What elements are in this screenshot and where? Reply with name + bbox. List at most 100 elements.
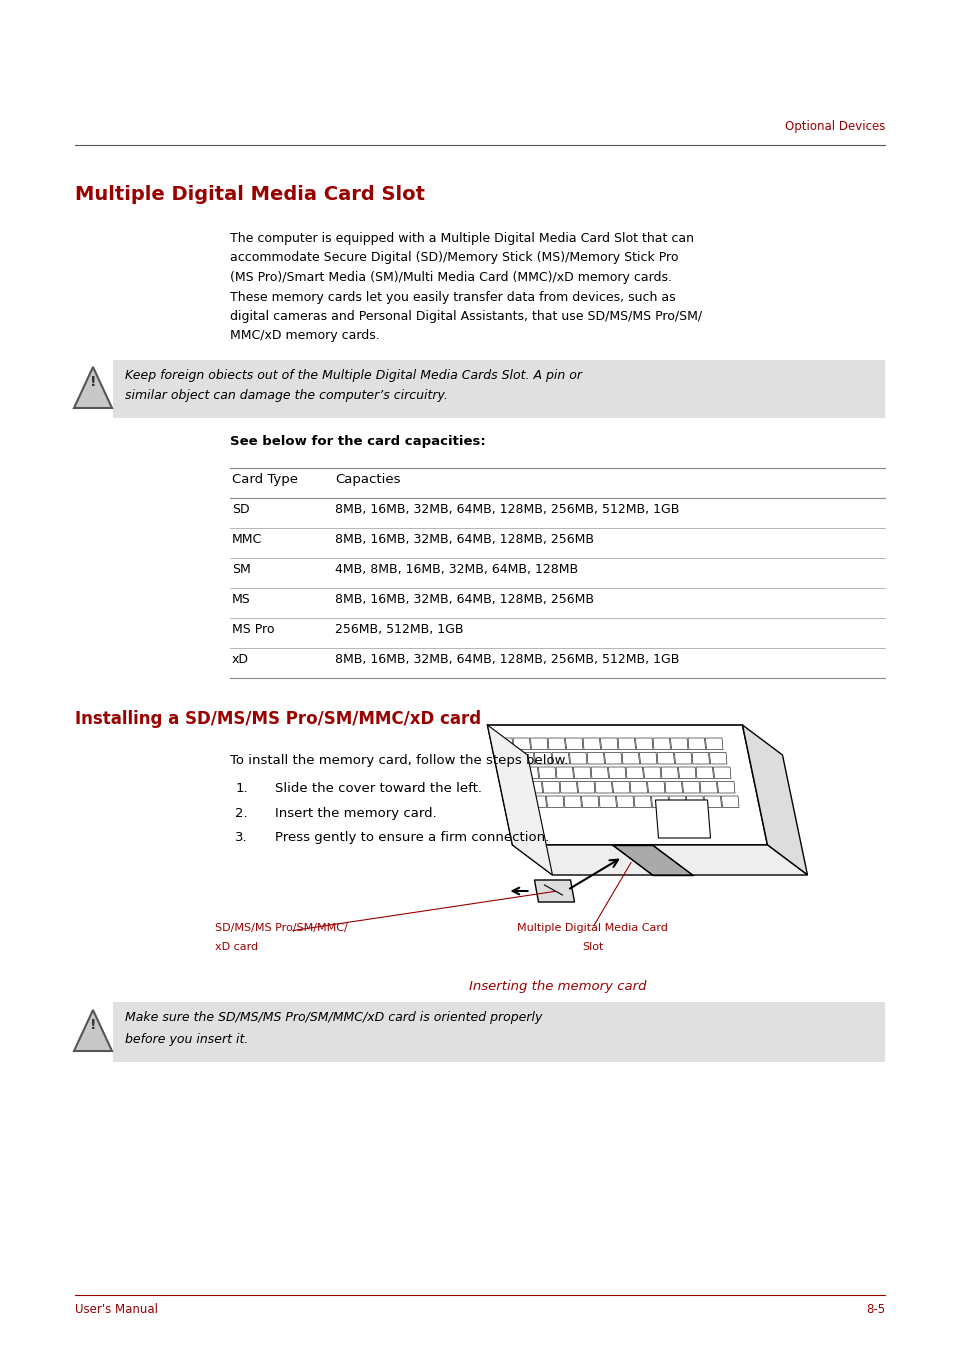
Text: 8MB, 16MB, 32MB, 64MB, 128MB, 256MB, 512MB, 1GB: 8MB, 16MB, 32MB, 64MB, 128MB, 256MB, 512… — [335, 504, 679, 516]
Polygon shape — [634, 796, 651, 807]
Polygon shape — [556, 767, 573, 779]
Polygon shape — [629, 782, 647, 792]
Polygon shape — [524, 782, 542, 792]
Polygon shape — [565, 738, 582, 749]
Polygon shape — [678, 767, 696, 779]
Text: !: ! — [90, 1018, 96, 1031]
Polygon shape — [612, 782, 629, 792]
Polygon shape — [687, 738, 705, 749]
Text: Card Type: Card Type — [232, 472, 297, 486]
Polygon shape — [655, 801, 710, 838]
Polygon shape — [660, 767, 678, 779]
Polygon shape — [681, 782, 700, 792]
Text: Slide the cover toward the left.: Slide the cover toward the left. — [274, 782, 481, 795]
Text: 1.: 1. — [235, 782, 248, 795]
FancyBboxPatch shape — [112, 1002, 884, 1062]
Text: Installing a SD/MS/MS Pro/SM/MMC/xD card: Installing a SD/MS/MS Pro/SM/MMC/xD card — [75, 710, 480, 728]
Text: MS: MS — [232, 593, 251, 606]
Polygon shape — [507, 782, 524, 792]
Polygon shape — [705, 738, 722, 749]
Polygon shape — [651, 796, 668, 807]
Polygon shape — [520, 767, 537, 779]
Text: Optional Devices: Optional Devices — [783, 120, 884, 134]
Polygon shape — [573, 767, 590, 779]
Polygon shape — [517, 752, 534, 764]
Text: Multiple Digital Media Card Slot: Multiple Digital Media Card Slot — [75, 185, 424, 204]
Polygon shape — [590, 767, 608, 779]
Text: 8MB, 16MB, 32MB, 64MB, 128MB, 256MB, 512MB, 1GB: 8MB, 16MB, 32MB, 64MB, 128MB, 256MB, 512… — [335, 653, 679, 666]
Text: digital cameras and Personal Digital Assistants, that use SD/MS/MS Pro/SM/: digital cameras and Personal Digital Ass… — [230, 310, 701, 323]
Text: MMC/xD memory cards.: MMC/xD memory cards. — [230, 329, 379, 343]
Polygon shape — [74, 1010, 112, 1052]
Text: To install the memory card, follow the steps below.: To install the memory card, follow the s… — [230, 755, 568, 767]
Text: User's Manual: User's Manual — [75, 1303, 158, 1316]
Polygon shape — [621, 752, 639, 764]
Text: Capacties: Capacties — [335, 472, 400, 486]
Text: The computer is equipped with a Multiple Digital Media Card Slot that can: The computer is equipped with a Multiple… — [230, 232, 693, 244]
Polygon shape — [542, 782, 559, 792]
Polygon shape — [534, 880, 574, 902]
Polygon shape — [612, 845, 692, 875]
Text: SD: SD — [232, 504, 250, 516]
Text: 256MB, 512MB, 1GB: 256MB, 512MB, 1GB — [335, 622, 463, 636]
Polygon shape — [703, 796, 720, 807]
Polygon shape — [643, 767, 660, 779]
Polygon shape — [635, 738, 652, 749]
Polygon shape — [513, 738, 530, 749]
Polygon shape — [499, 752, 517, 764]
Polygon shape — [670, 738, 687, 749]
Text: SD/MS/MS Pro/SM/MMC/: SD/MS/MS Pro/SM/MMC/ — [214, 923, 348, 933]
Polygon shape — [503, 767, 520, 779]
Polygon shape — [713, 767, 730, 779]
Text: 8MB, 16MB, 32MB, 64MB, 128MB, 256MB: 8MB, 16MB, 32MB, 64MB, 128MB, 256MB — [335, 593, 594, 606]
Text: 2.: 2. — [235, 806, 248, 819]
Text: xD: xD — [232, 653, 249, 666]
Text: Insert the memory card.: Insert the memory card. — [274, 806, 436, 819]
Polygon shape — [720, 796, 739, 807]
FancyBboxPatch shape — [112, 360, 884, 418]
Polygon shape — [618, 738, 635, 749]
Text: Make sure the SD/MS/MS Pro/SM/MMC/xD card is oriented properly: Make sure the SD/MS/MS Pro/SM/MMC/xD car… — [125, 1011, 542, 1025]
Polygon shape — [569, 752, 586, 764]
Text: 3.: 3. — [235, 832, 248, 844]
Text: These memory cards let you easily transfer data from devices, such as: These memory cards let you easily transf… — [230, 290, 675, 304]
Text: Inserting the memory card: Inserting the memory card — [468, 980, 645, 994]
Text: xD card: xD card — [214, 941, 258, 952]
Polygon shape — [559, 782, 577, 792]
Polygon shape — [668, 796, 686, 807]
Polygon shape — [709, 752, 726, 764]
Text: 8-5: 8-5 — [865, 1303, 884, 1316]
Text: accommodate Secure Digital (SD)/Memory Stick (MS)/Memory Stick Pro: accommodate Secure Digital (SD)/Memory S… — [230, 251, 678, 265]
Polygon shape — [664, 782, 681, 792]
Text: before you insert it.: before you insert it. — [125, 1033, 248, 1046]
Polygon shape — [512, 845, 806, 875]
Text: similar object can damage the computer’s circuitry.: similar object can damage the computer’s… — [125, 389, 447, 401]
Text: MMC: MMC — [232, 533, 262, 545]
Polygon shape — [639, 752, 657, 764]
Text: See below for the card capacities:: See below for the card capacities: — [230, 435, 485, 448]
Polygon shape — [599, 738, 618, 749]
Polygon shape — [700, 782, 717, 792]
Polygon shape — [546, 796, 563, 807]
Polygon shape — [598, 796, 616, 807]
Polygon shape — [563, 796, 581, 807]
Text: MS Pro: MS Pro — [232, 622, 274, 636]
Polygon shape — [581, 796, 598, 807]
Polygon shape — [625, 767, 643, 779]
Polygon shape — [577, 782, 595, 792]
Polygon shape — [534, 752, 552, 764]
Polygon shape — [547, 738, 565, 749]
Polygon shape — [686, 796, 703, 807]
Polygon shape — [586, 752, 604, 764]
Polygon shape — [530, 738, 547, 749]
Polygon shape — [537, 767, 556, 779]
Polygon shape — [616, 796, 634, 807]
Text: Slot: Slot — [581, 941, 602, 952]
Polygon shape — [674, 752, 691, 764]
Polygon shape — [74, 367, 112, 408]
Polygon shape — [595, 782, 612, 792]
Polygon shape — [717, 782, 734, 792]
Text: Press gently to ensure a firm connection.: Press gently to ensure a firm connection… — [274, 832, 549, 844]
Polygon shape — [696, 767, 713, 779]
Text: (MS Pro)/Smart Media (SM)/Multi Media Card (MMC)/xD memory cards.: (MS Pro)/Smart Media (SM)/Multi Media Ca… — [230, 271, 671, 284]
